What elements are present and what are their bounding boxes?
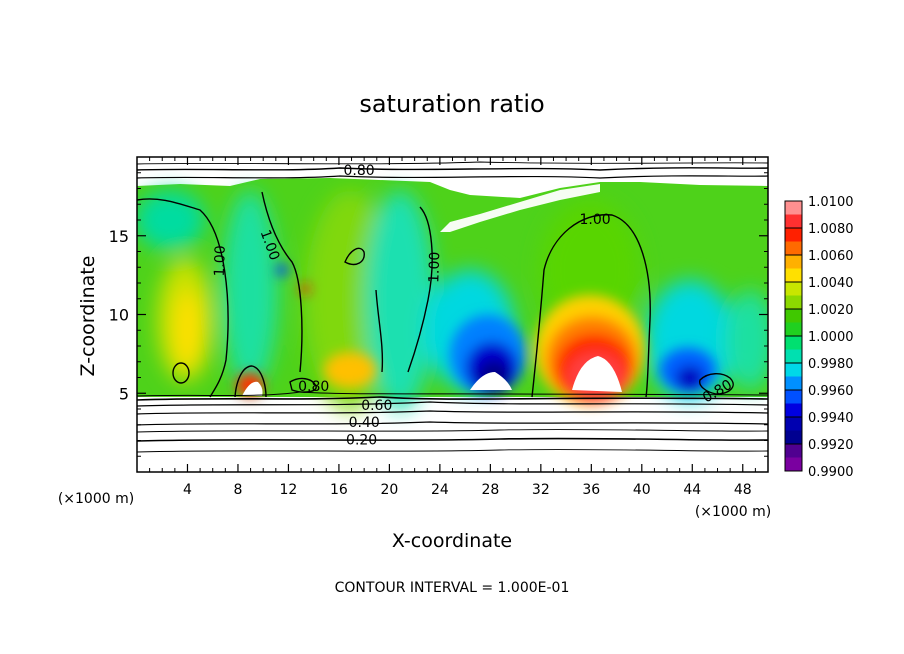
colorbar-band [785,255,802,269]
colorbar-band [785,228,802,242]
contour-label: 1.00 [212,245,229,277]
colorbar-band [785,282,802,296]
colorbar-band [785,444,802,458]
x-tick-label: 40 [633,482,651,498]
x-tick-label: 16 [330,482,348,498]
colorbar-band [785,214,802,229]
colorbar-label: 1.0040 [808,276,854,291]
colorbar-label: 1.0100 [808,195,854,210]
x-tick-label: 8 [233,482,242,498]
z-axis-label: Z-coordinate [77,256,99,377]
colorbar-label: 0.9940 [808,411,854,426]
colorbar-band [785,390,802,404]
contour-labels: 0.801.00 1.001.001.000.800.600.400.200.80 [212,163,735,448]
colorbar-band [785,430,802,445]
contour-interval-note: CONTOUR INTERVAL = 1.000E-01 [335,580,570,596]
x-tick-label: 4 [183,482,192,498]
chart-title: saturation ratio [359,90,544,118]
x-tick-label: 12 [280,482,298,498]
heatmap-field [137,178,768,410]
contour-label: 0.20 [346,433,377,449]
colorbar-label: 0.9960 [808,384,854,399]
contour-label: 0.80 [298,379,329,395]
colorbar-label: 1.0060 [808,249,854,264]
colorbar-band [785,241,802,256]
x-tick-label: 48 [734,482,752,498]
contour-label: 0.60 [361,398,392,414]
colorbar-label: 0.9920 [808,438,854,453]
z-axis-ticks: 5 10 15 [109,172,768,457]
colorbar-band [785,268,802,283]
colorbar-label: 1.0020 [808,303,854,318]
x-unit-label: (×1000 m) [695,504,771,520]
x-tick-label: 20 [380,482,398,498]
z-tick-label: 5 [119,384,129,403]
colorbar-band [785,201,802,215]
colorbar-label: 1.0080 [808,222,854,237]
colorbar-band [785,349,802,364]
z-unit-label: (×1000 m) [58,491,134,507]
contour-label: 1.00 [580,212,611,228]
x-tick-label: 36 [582,482,600,498]
x-tick-label: 44 [683,482,701,498]
x-tick-label: 32 [532,482,550,498]
contour-label: 1.00 [426,251,443,283]
colorbar-label: 1.0000 [808,330,854,345]
contour-label: 0.80 [344,163,375,179]
z-tick-label: 15 [109,227,129,246]
colorbar-band [785,322,802,337]
colorbar-band [785,417,802,431]
x-tick-label: 24 [431,482,449,498]
x-axis-label: X-coordinate [392,530,512,552]
colorbar-band [785,376,802,391]
plot-area [137,157,768,472]
x-tick-label: 28 [481,482,499,498]
z-tick-label: 10 [109,306,129,325]
colorbar-band [785,457,802,472]
colorbar-label: 0.9900 [808,465,854,480]
colorbar-band [785,403,802,418]
x-axis-ticks: 4 8 12 16 20 24 28 32 36 40 44 48 [149,157,756,498]
colorbar-band [785,363,802,377]
colorbar-band [785,295,802,310]
contour-label: 0.40 [349,415,380,431]
colorbar-label: 0.9980 [808,357,854,372]
colorbar-band [785,336,802,350]
dry-layer-contours [137,391,768,453]
colorbar-band [785,309,802,323]
colorbar: 1.0100 1.0080 1.0060 1.0040 1.0020 1.0000 0.99… [784,195,854,480]
top-contours [137,161,768,179]
saturation-contours [137,191,734,398]
